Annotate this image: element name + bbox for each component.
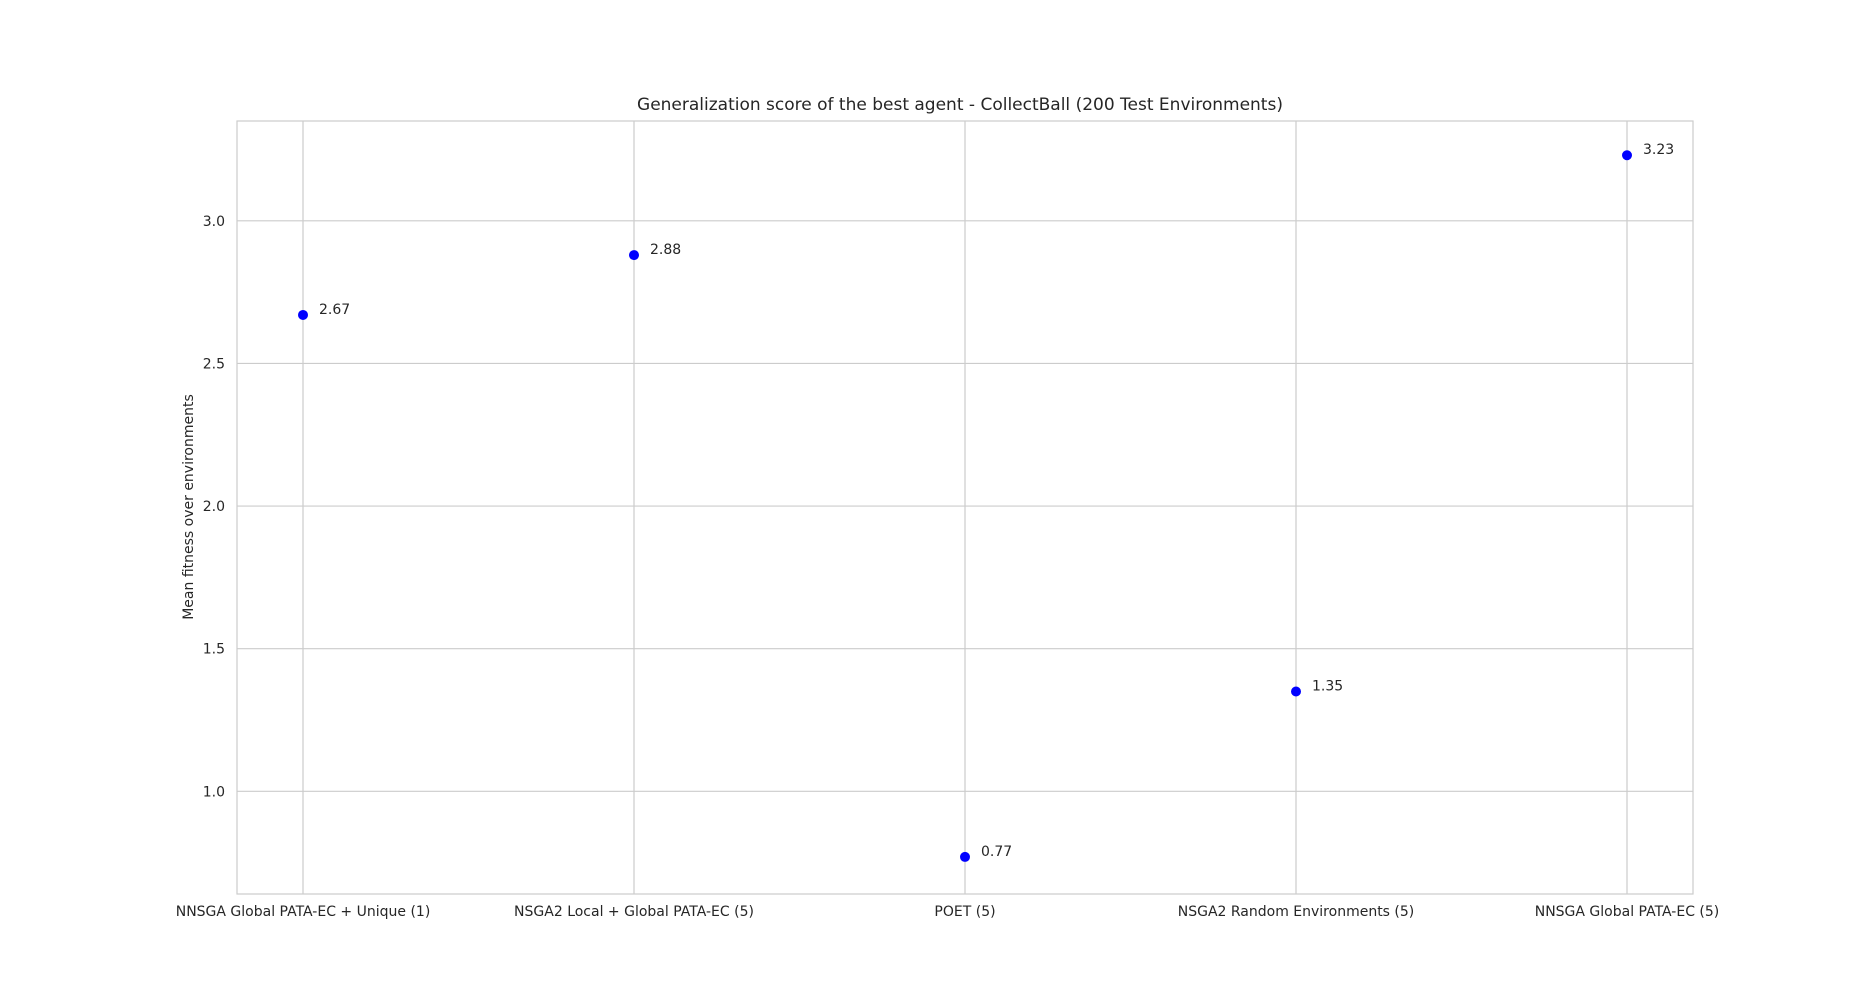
data-point <box>629 250 639 261</box>
x-tick-label: NSGA2 Random Environments (5) <box>1178 904 1415 920</box>
data-point <box>298 309 308 320</box>
x-tick-label: NNSGA Global PATA-EC + Unique (1) <box>176 904 431 920</box>
data-label: 3.23 <box>1643 142 1674 158</box>
y-tick-label: 3.0 <box>203 214 225 230</box>
data-point <box>1622 150 1632 161</box>
data-point <box>960 851 970 862</box>
x-tick-label: POET (5) <box>934 904 995 920</box>
data-points <box>298 150 1632 862</box>
y-axis-label: Mean fitness over environments <box>181 394 197 620</box>
data-point <box>1291 686 1301 697</box>
data-label: 0.77 <box>981 844 1012 860</box>
grid <box>237 121 1693 894</box>
y-tick-label: 2.5 <box>203 356 225 372</box>
x-tick-label: NSGA2 Local + Global PATA-EC (5) <box>514 904 754 920</box>
data-label: 2.88 <box>650 242 681 258</box>
data-label: 1.35 <box>1312 678 1343 694</box>
y-tick-labels: 1.0 1.5 2.0 2.5 3.0 <box>203 214 225 800</box>
data-labels: 2.67 2.88 0.77 1.35 3.23 <box>319 142 1674 860</box>
y-tick-label: 1.0 <box>203 784 225 800</box>
y-tick-label: 1.5 <box>203 642 225 658</box>
y-tick-label: 2.0 <box>203 499 225 515</box>
plot-frame <box>236 120 1694 895</box>
x-tick-label: NNSGA Global PATA-EC (5) <box>1535 904 1720 920</box>
data-label: 2.67 <box>319 302 350 318</box>
chart-title: Generalization score of the best agent -… <box>637 95 1283 115</box>
x-tick-labels: NNSGA Global PATA-EC + Unique (1) NSGA2 L… <box>176 904 1720 920</box>
